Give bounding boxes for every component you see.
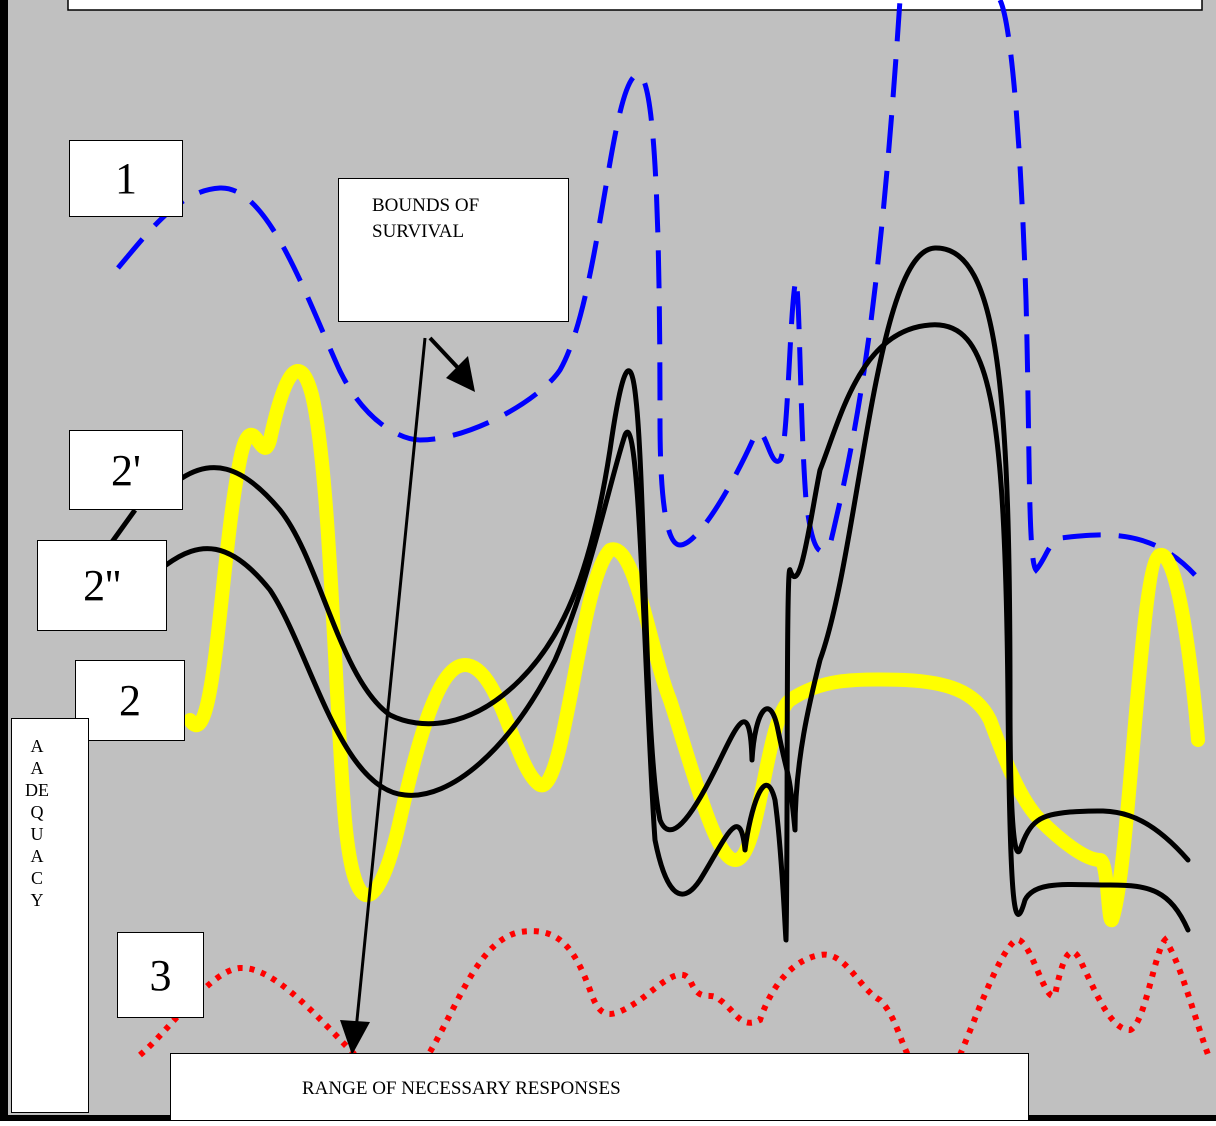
- adequacy-char: DE: [25, 780, 49, 800]
- label-box-2-prime: 2': [69, 430, 183, 510]
- label-3-text: 3: [149, 950, 172, 1000]
- label-box-3: 3: [117, 932, 204, 1018]
- range-of-necessary-responses-text: RANGE OF NECESSARY RESPONSES: [302, 1078, 621, 1099]
- adequacy-axis-box: A A DE Q U A C Y: [11, 718, 89, 1113]
- curve-3-red-dotted: [138, 928, 1213, 1063]
- range-of-necessary-responses-box: RANGE OF NECESSARY RESPONSES: [170, 1053, 1029, 1121]
- curve-2-prime-black: [179, 245, 1191, 863]
- adequacy-char: C: [30, 868, 43, 888]
- adequacy-char: Q: [30, 802, 44, 822]
- adequacy-char: Y: [30, 890, 44, 910]
- arrow-bounds-long-head: [340, 1020, 370, 1055]
- curve-1-blue-dashed: [116, 0, 1197, 577]
- adequacy-char: A: [30, 846, 44, 866]
- arrow-bounds-short-line: [428, 336, 462, 372]
- bounds-of-survival-box: BOUNDS OF SURVIVAL: [338, 178, 569, 322]
- label-box-1: 1: [69, 140, 183, 217]
- arrow-bounds-long-line: [354, 337, 427, 1031]
- label-1-text: 1: [115, 154, 137, 203]
- left-frame-border: [0, 0, 8, 1121]
- label-2prime-connector: [109, 508, 138, 544]
- adequacy-char: A: [30, 736, 44, 756]
- curve-2-double-prime-black: [163, 322, 1191, 943]
- adequacy-char: A: [30, 758, 44, 778]
- label-2-text: 2: [119, 676, 141, 725]
- label-box-2-double-prime: 2'': [37, 540, 167, 631]
- top-white-box: [67, 0, 1203, 11]
- label-box-2: 2: [75, 660, 185, 741]
- bounds-of-survival-text: BOUNDS OF SURVIVAL: [372, 195, 480, 242]
- label-2-double-prime-text: 2'': [83, 561, 121, 610]
- adequacy-char: U: [30, 824, 44, 844]
- arrow-bounds-short-head: [446, 356, 475, 392]
- curve-2-yellow: [183, 364, 1205, 928]
- label-2-prime-text: 2': [111, 445, 141, 495]
- adequacy-axis-label: A A DE Q U A C Y: [12, 735, 62, 911]
